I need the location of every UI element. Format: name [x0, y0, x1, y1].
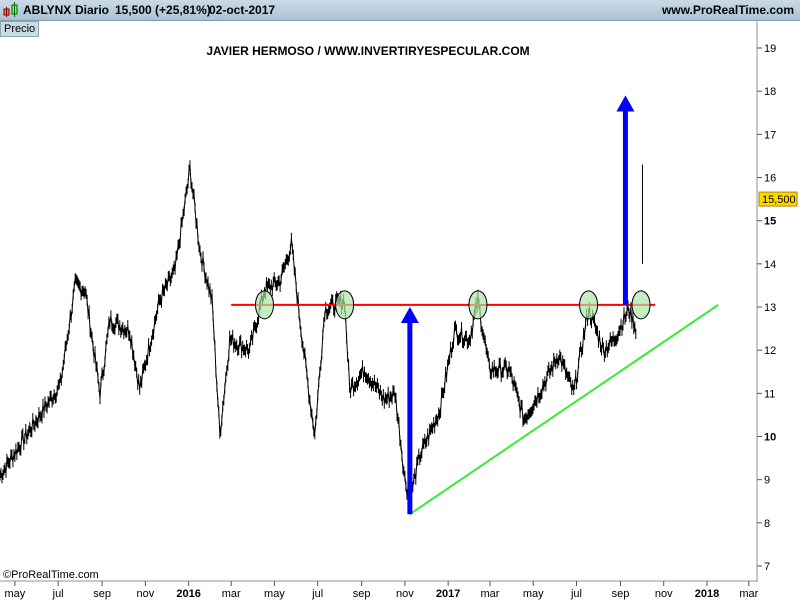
x-tick-label: nov [655, 588, 673, 600]
x-tick-label: mar [222, 588, 241, 600]
x-tick-label: jul [570, 588, 582, 600]
y-tick-label: 7 [764, 561, 770, 573]
y-tick-label: 19 [764, 43, 776, 55]
arrow-head [616, 95, 635, 112]
arrow-head [400, 307, 419, 323]
price-series-line [0, 160, 637, 508]
x-tick-label: sep [612, 588, 630, 600]
y-tick-label: 8 [764, 518, 770, 530]
x-tick-label: jul [52, 588, 64, 600]
candlestick-icon [3, 2, 18, 17]
symbol: ABLYNX [23, 3, 72, 17]
price-change: 15,500 (+25,81%) [115, 3, 211, 17]
chart-title: JAVIER HERMOSO / WWW.INVERTIRYESPECULAR.… [206, 44, 529, 58]
y-tick-label: 10 [764, 432, 776, 444]
x-tick-label: 2018 [695, 588, 719, 600]
y-tick-label: 15 [764, 216, 776, 228]
y-tick-label: 9 [764, 475, 770, 487]
y-tick-label: 14 [764, 259, 776, 271]
date: 02-oct-2017 [209, 3, 276, 17]
y-tick-label: 17 [764, 129, 776, 141]
x-tick-label: mar [739, 588, 758, 600]
x-tick-label: jul [311, 588, 323, 600]
site-link[interactable]: www.ProRealTime.com [661, 3, 794, 17]
x-tick-label: nov [396, 588, 414, 600]
highlight-circle [254, 290, 274, 320]
highlight-circle [335, 290, 355, 320]
x-tick-label: nov [136, 588, 154, 600]
y-tick-label: 16 [764, 173, 776, 185]
panel-label[interactable]: Precio [0, 21, 40, 37]
period: Diario [75, 3, 110, 17]
y-tick-label: 11 [764, 388, 775, 400]
support-trendline [409, 304, 719, 516]
highlight-circle [579, 290, 599, 320]
x-tick-label: sep [353, 588, 371, 600]
title-bar: ABLYNX Diario 15,500 (+25,81%) 02-oct-20… [0, 0, 800, 21]
x-tick-label: 2016 [176, 588, 200, 600]
last-price-label: 15,500 [762, 194, 796, 206]
x-tick-label: sep [93, 588, 111, 600]
copyright-text: ©ProRealTime.com [3, 569, 99, 581]
x-tick-label: 2017 [436, 588, 460, 600]
y-tick-label: 13 [764, 302, 776, 314]
target-arrow [400, 307, 419, 515]
highlight-circle [631, 290, 651, 320]
last-price-marker [758, 191, 798, 207]
x-tick-label: may [5, 588, 26, 600]
x-tick-label: may [523, 588, 544, 600]
x-tick-label: mar [481, 588, 500, 600]
target-arrow [616, 95, 635, 305]
x-tick-label: may [264, 588, 285, 600]
y-tick-label: 12 [764, 345, 776, 357]
highlight-circle [468, 290, 488, 320]
y-tick-label: 18 [764, 86, 776, 98]
